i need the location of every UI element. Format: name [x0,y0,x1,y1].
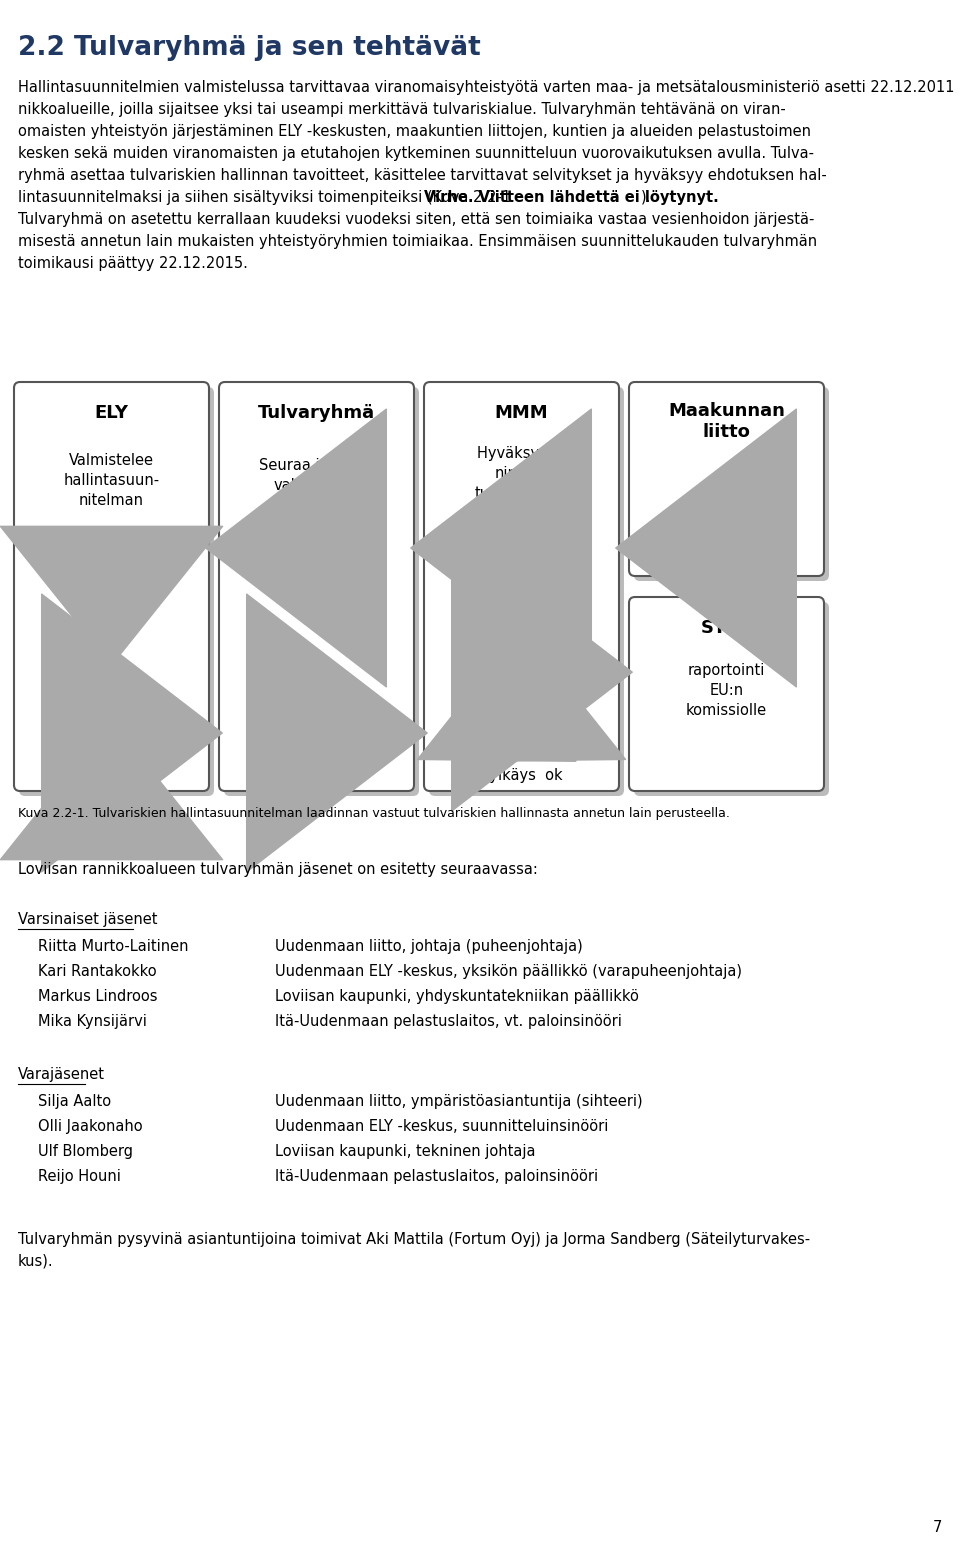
Text: Uudenmaan liitto, ympäristöasiantuntija (sihteeri): Uudenmaan liitto, ympäristöasiantuntija … [275,1094,642,1109]
Text: Valmistelee
hallintasuun-
nitelman: Valmistelee hallintasuun- nitelman [63,453,159,507]
FancyBboxPatch shape [224,387,419,797]
Text: Loviisan rannikkoalueen tulvaryhmän jäsenet on esitetty seuraavassa:: Loviisan rannikkoalueen tulvaryhmän jäse… [18,862,538,877]
FancyBboxPatch shape [629,597,824,791]
Text: lintasuunnitelmaksi ja siihen sisältyviksi toimenpiteiksi (Kuva 2.2-1: lintasuunnitelmaksi ja siihen sisältyvik… [18,190,511,206]
Text: ELY: ELY [94,404,129,422]
Text: nikkoalueille, joilla sijaitsee yksi tai useampi merkittävä tulvariskialue. Tulv: nikkoalueille, joilla sijaitsee yksi tai… [18,102,785,118]
Text: Olli Jaakonaho: Olli Jaakonaho [38,1118,143,1134]
FancyBboxPatch shape [429,387,624,797]
Text: Hyväksyy ja
nimeää
tulvaryhmän: Hyväksyy ja nimeää tulvaryhmän [474,446,568,501]
Text: 2.2 Tulvaryhmä ja sen tehtävät: 2.2 Tulvaryhmä ja sen tehtävät [18,36,481,60]
Text: Riitta Murto-Laitinen: Riitta Murto-Laitinen [38,939,188,954]
Text: Loviisan kaupunki, tekninen johtaja: Loviisan kaupunki, tekninen johtaja [275,1143,536,1159]
Text: Itä-Uudenmaan pelastuslaitos, vt. paloinsinööri: Itä-Uudenmaan pelastuslaitos, vt. paloin… [275,1013,622,1029]
Text: kus).: kus). [18,1255,54,1269]
Text: Mika Kynsijärvi: Mika Kynsijärvi [38,1013,147,1029]
FancyBboxPatch shape [634,602,829,797]
Text: Tulvaryhmä: Tulvaryhmä [258,404,375,422]
Text: toimikausi päättyy 22.12.2015.: toimikausi päättyy 22.12.2015. [18,255,248,271]
Text: uudelleen
valmistelu: uudelleen valmistelu [73,758,150,792]
Text: Uudenmaan ELY -keskus, suunnitteluinsinööri: Uudenmaan ELY -keskus, suunnitteluinsinö… [275,1118,609,1134]
Text: Ulf Blomberg: Ulf Blomberg [38,1143,133,1159]
FancyBboxPatch shape [634,387,829,582]
Text: Ehdotus: Ehdotus [82,673,141,688]
Text: kesken sekä muiden viranomaisten ja etutahojen kytkeminen suunnitteluun vuorovai: kesken sekä muiden viranomaisten ja etut… [18,145,814,161]
FancyBboxPatch shape [219,382,414,791]
Text: Uudenmaan ELY -keskus, yksikön päällikkö (varapuheenjohtaja): Uudenmaan ELY -keskus, yksikön päällikkö… [275,964,742,979]
Text: Maakunnan
liitto: Maakunnan liitto [668,402,785,441]
Text: 7: 7 [932,1521,942,1535]
FancyBboxPatch shape [14,382,209,791]
Text: Itä-Uudenmaan pelastuslaitos, paloinsinööri: Itä-Uudenmaan pelastuslaitos, paloinsinö… [275,1170,598,1183]
Text: Hyväksyminen: Hyväksyminen [468,673,576,688]
Text: ).: ). [641,190,652,206]
FancyBboxPatch shape [629,382,824,575]
Text: Silja Aalto: Silja Aalto [38,1094,111,1109]
Text: MMM: MMM [494,404,548,422]
Text: Seuraa ja ohjaa
valmistelua: Seuraa ja ohjaa valmistelua [259,458,373,493]
Text: Reijo Houni: Reijo Houni [38,1170,121,1183]
Text: Varajäsenet: Varajäsenet [18,1067,105,1081]
Text: Varsinaiset jäsenet: Varsinaiset jäsenet [18,913,157,927]
Text: raportointi
EU:n
komissiolle: raportointi EU:n komissiolle [686,664,767,718]
Text: SYKE: SYKE [701,619,753,637]
Text: Ehdotuksen
käsittely: Ehdotuksen käsittely [274,702,360,738]
Text: omaisten yhteistyön järjestäminen ELY -keskusten, maakuntien liittojen, kuntien : omaisten yhteistyön järjestäminen ELY -k… [18,124,811,139]
FancyBboxPatch shape [19,387,214,797]
Text: hylkäys  ok: hylkäys ok [480,767,563,783]
FancyBboxPatch shape [424,382,619,791]
Text: Uudenmaan liitto, johtaja (puheenjohtaja): Uudenmaan liitto, johtaja (puheenjohtaja… [275,939,583,954]
Text: Kokoaa
tulvaryhmän: Kokoaa tulvaryhmän [680,483,774,517]
Text: Tulvaryhmän pysyvinä asiantuntijoina toimivat Aki Mattila (Fortum Oyj) ja Jorma : Tulvaryhmän pysyvinä asiantuntijoina toi… [18,1231,810,1247]
Text: misestä annetun lain mukaisten yhteistyöryhmien toimiaikaa. Ensimmäisen suunnitt: misestä annetun lain mukaisten yhteistyö… [18,234,817,249]
Text: Hallintasuunnitelmien valmistelussa tarvittavaa viranomaisyhteistyötä varten maa: Hallintasuunnitelmien valmistelussa tarv… [18,80,960,94]
Text: Virhe. Viitteen lähdettä ei löytynyt.: Virhe. Viitteen lähdettä ei löytynyt. [423,190,718,206]
Text: ryhmä asettaa tulvariskien hallinnan tavoitteet, käsittelee tarvittavat selvityk: ryhmä asettaa tulvariskien hallinnan tav… [18,169,827,183]
Text: Markus Lindroos: Markus Lindroos [38,989,157,1004]
Text: Loviisan kaupunki, yhdyskuntatekniikan päällikkö: Loviisan kaupunki, yhdyskuntatekniikan p… [275,989,638,1004]
Text: Kuva 2.2-1. Tulvariskien hallintasuunnitelman laadinnan vastuut tulvariskien hal: Kuva 2.2-1. Tulvariskien hallintasuunnit… [18,808,730,820]
Text: Kari Rantakokko: Kari Rantakokko [38,964,156,979]
Text: Tulvaryhmä on asetettu kerrallaan kuudeksi vuodeksi siten, että sen toimiaika va: Tulvaryhmä on asetettu kerrallaan kuudek… [18,212,814,227]
